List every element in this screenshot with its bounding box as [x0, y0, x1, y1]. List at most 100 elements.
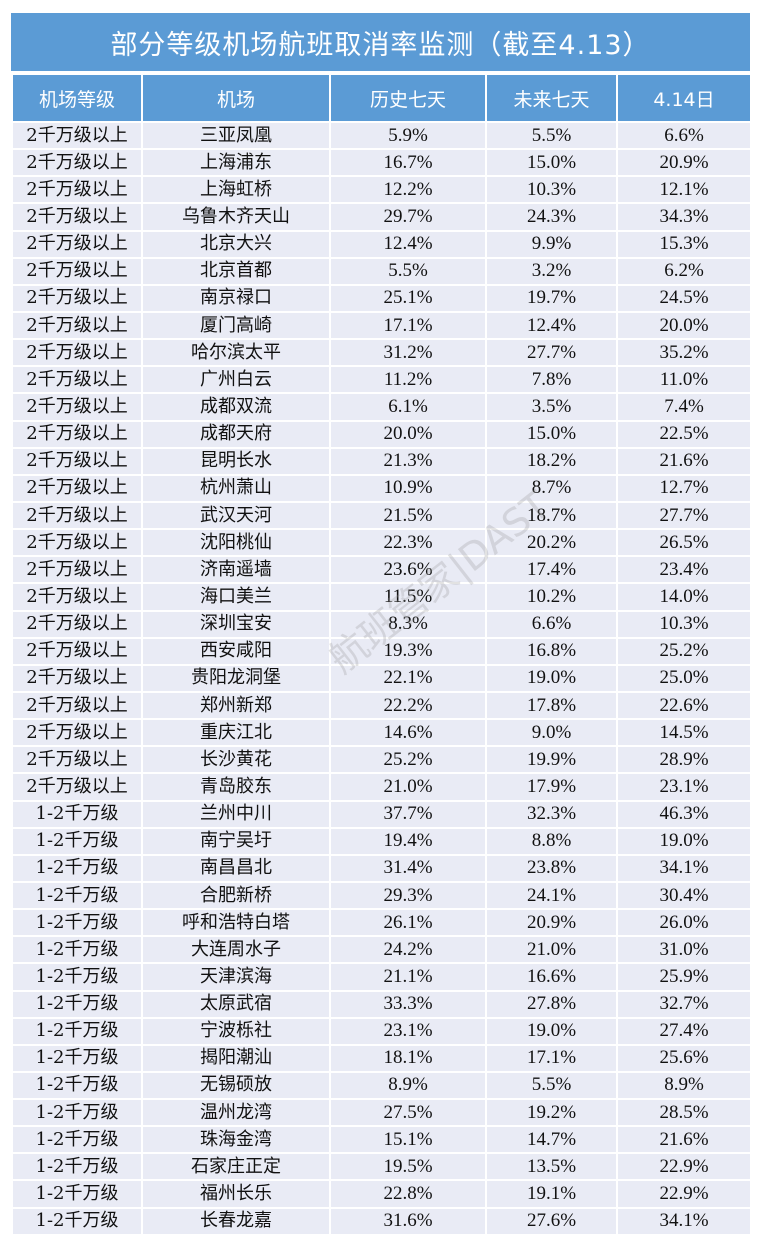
table-row: 2千万级以上 长沙黄花 25.2% 19.9% 28.9%: [11, 745, 752, 775]
cell-airport: 北京大兴: [141, 229, 331, 259]
cell-4-14: 31.0%: [616, 935, 752, 965]
cell-next-7-days: 8.8%: [485, 826, 618, 856]
cell-past-7-days: 29.3%: [329, 880, 487, 911]
cell-next-7-days: 15.0%: [485, 419, 618, 449]
cell-4-14: 26.5%: [616, 528, 752, 558]
cell-grade: 2千万级以上: [11, 772, 143, 802]
cell-next-7-days: 3.2%: [485, 256, 618, 286]
cell-grade: 2千万级以上: [11, 690, 143, 721]
cell-grade: 1-2千万级: [11, 1125, 143, 1155]
cell-airport: 上海浦东: [141, 148, 331, 178]
cell-airport: 宁波栎社: [141, 1016, 331, 1046]
cell-past-7-days: 26.1%: [329, 908, 487, 938]
cell-4-14: 7.4%: [616, 392, 752, 422]
cell-airport: 上海虹桥: [141, 175, 331, 205]
cell-past-7-days: 21.3%: [329, 446, 487, 476]
cell-past-7-days: 8.9%: [329, 1070, 487, 1101]
cell-4-14: 20.0%: [616, 310, 752, 341]
cell-past-7-days: 19.3%: [329, 636, 487, 666]
cell-next-7-days: 7.8%: [485, 365, 618, 395]
table-row: 2千万级以上 北京首都 5.5% 3.2% 6.2%: [11, 256, 752, 286]
table-row: 1-2千万级 天津滨海 21.1% 16.6% 25.9%: [11, 962, 752, 992]
cell-4-14: 35.2%: [616, 338, 752, 368]
table-row: 1-2千万级 合肥新桥 29.3% 24.1% 30.4%: [11, 880, 752, 911]
header-next-7-days: 未来七天: [485, 73, 618, 123]
cell-next-7-days: 17.8%: [485, 690, 618, 721]
cell-4-14: 6.6%: [616, 120, 752, 151]
cell-grade: 2千万级以上: [11, 609, 143, 639]
cell-past-7-days: 11.2%: [329, 365, 487, 395]
header-4-14: 4.14日: [616, 73, 752, 123]
cell-past-7-days: 33.3%: [329, 989, 487, 1019]
cell-past-7-days: 21.1%: [329, 962, 487, 992]
cell-4-14: 24.5%: [616, 283, 752, 313]
cell-4-14: 25.0%: [616, 663, 752, 693]
cell-airport: 石家庄正定: [141, 1152, 331, 1182]
table-row: 2千万级以上 济南遥墙 23.6% 17.4% 23.4%: [11, 555, 752, 585]
cell-next-7-days: 8.7%: [485, 473, 618, 503]
cell-next-7-days: 20.2%: [485, 528, 618, 558]
table-row: 1-2千万级 温州龙湾 27.5% 19.2% 28.5%: [11, 1098, 752, 1128]
table-row: 1-2千万级 揭阳潮汕 18.1% 17.1% 25.6%: [11, 1043, 752, 1073]
cell-next-7-days: 17.1%: [485, 1043, 618, 1073]
cell-4-14: 27.4%: [616, 1016, 752, 1046]
cell-airport: 天津滨海: [141, 962, 331, 992]
cell-airport: 福州长乐: [141, 1179, 331, 1209]
cell-airport: 昆明长水: [141, 446, 331, 476]
table-row: 2千万级以上 郑州新郑 22.2% 17.8% 22.6%: [11, 690, 752, 721]
table-row: 1-2千万级 大连周水子 24.2% 21.0% 31.0%: [11, 935, 752, 965]
cell-airport: 北京首都: [141, 256, 331, 286]
cell-4-14: 27.7%: [616, 500, 752, 531]
cell-airport: 重庆江北: [141, 718, 331, 748]
cell-next-7-days: 17.9%: [485, 772, 618, 802]
cell-airport: 大连周水子: [141, 935, 331, 965]
cell-next-7-days: 17.4%: [485, 555, 618, 585]
cell-next-7-days: 27.7%: [485, 338, 618, 368]
cell-past-7-days: 21.5%: [329, 500, 487, 531]
cell-airport: 青岛胶东: [141, 772, 331, 802]
cell-4-14: 34.1%: [616, 853, 752, 883]
cell-past-7-days: 25.2%: [329, 745, 487, 775]
cell-4-14: 46.3%: [616, 799, 752, 829]
table-row: 1-2千万级 兰州中川 37.7% 32.3% 46.3%: [11, 799, 752, 829]
cell-airport: 珠海金湾: [141, 1125, 331, 1155]
table-row: 2千万级以上 上海虹桥 12.2% 10.3% 12.1%: [11, 175, 752, 205]
cell-4-14: 25.2%: [616, 636, 752, 666]
cell-4-14: 28.9%: [616, 745, 752, 775]
cell-past-7-days: 16.7%: [329, 148, 487, 178]
table-row: 2千万级以上 青岛胶东 21.0% 17.9% 23.1%: [11, 772, 752, 802]
cell-past-7-days: 22.3%: [329, 528, 487, 558]
cell-next-7-days: 15.0%: [485, 148, 618, 178]
table-body: 2千万级以上 三亚凤凰 5.9% 5.5% 6.6% 2千万级以上 上海浦东 16.7% 15.…: [11, 120, 752, 1236]
cell-grade: 2千万级以上: [11, 392, 143, 422]
cell-past-7-days: 5.9%: [329, 120, 487, 151]
cell-past-7-days: 31.4%: [329, 853, 487, 883]
cell-airport: 南宁吴圩: [141, 826, 331, 856]
cell-4-14: 32.7%: [616, 989, 752, 1019]
cell-grade: 2千万级以上: [11, 636, 143, 666]
cell-grade: 1-2千万级: [11, 1179, 143, 1209]
table-row: 2千万级以上 昆明长水 21.3% 18.2% 21.6%: [11, 446, 752, 476]
cell-4-14: 28.5%: [616, 1098, 752, 1128]
cell-next-7-days: 32.3%: [485, 799, 618, 829]
table-row: 2千万级以上 武汉天河 21.5% 18.7% 27.7%: [11, 500, 752, 531]
cell-4-14: 12.1%: [616, 175, 752, 205]
cell-4-14: 23.4%: [616, 555, 752, 585]
table-row: 2千万级以上 重庆江北 14.6% 9.0% 14.5%: [11, 718, 752, 748]
cell-airport: 沈阳桃仙: [141, 528, 331, 558]
cell-grade: 2千万级以上: [11, 582, 143, 612]
cell-airport: 厦门高崎: [141, 310, 331, 341]
cell-grade: 2千万级以上: [11, 500, 143, 531]
cell-grade: 1-2千万级: [11, 1070, 143, 1101]
header-airport: 机场: [141, 73, 331, 123]
cell-grade: 2千万级以上: [11, 555, 143, 585]
cell-past-7-days: 10.9%: [329, 473, 487, 503]
cell-grade: 1-2千万级: [11, 1016, 143, 1046]
header-row: 机场等级 机场 历史七天 未来七天 4.14日: [11, 73, 752, 123]
cell-next-7-days: 10.3%: [485, 175, 618, 205]
cell-past-7-days: 8.3%: [329, 609, 487, 639]
cell-next-7-days: 19.0%: [485, 1016, 618, 1046]
cell-past-7-days: 22.1%: [329, 663, 487, 693]
cell-4-14: 34.1%: [616, 1206, 752, 1236]
cell-4-14: 15.3%: [616, 229, 752, 259]
